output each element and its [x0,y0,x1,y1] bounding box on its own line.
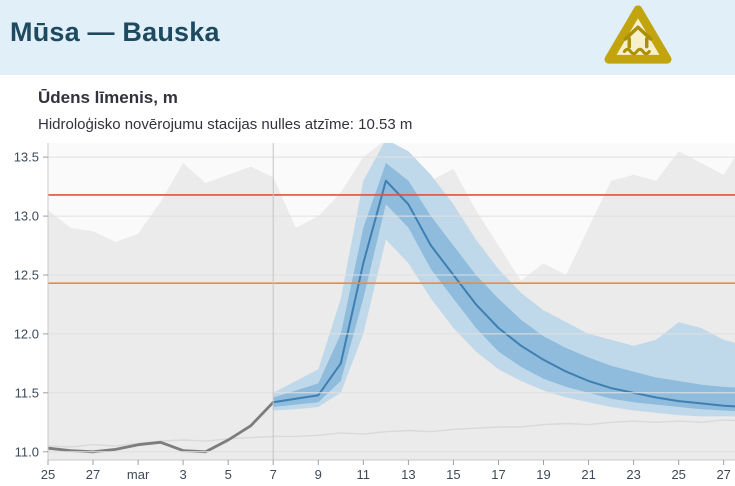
chart-subtitle: Hidroloģisko novērojumu stacijas nulles … [38,116,413,133]
outer-uncertainty-band [273,143,735,417]
warning-triangle-svg [604,5,672,64]
x-tick-label: 3 [179,467,186,482]
forecast-median-line [273,179,735,408]
y-tick-label: 12.5 [14,268,39,283]
x-tick-label: 27 [86,467,100,482]
y-tick-label: 12.0 [14,326,39,341]
x-tick-label: 27 [716,467,730,482]
x-tick-label: 11 [357,467,371,482]
x-tick-label: 13 [401,467,415,482]
flooded-house-roof [623,25,653,41]
x-tick-label: 15 [446,467,460,482]
warning-triangle [604,5,672,64]
x-tick-label: 23 [626,467,640,482]
long-term-mean-line [48,419,735,448]
x-tick-label: mar [127,467,150,482]
header: Mūsa — Bauska [0,0,735,75]
x-tick-label: 7 [270,467,277,482]
chart-header: Ūdens līmenis, m Hidroloģisko novērojumu… [0,75,735,141]
flooded-house-walls [627,37,649,49]
chart-title: Ūdens līmenis, m [38,88,178,107]
x-tick-label: 9 [315,467,322,482]
y-tick-label: 11.0 [15,444,39,459]
inner-uncertainty-band [273,163,735,412]
x-tick-label: 17 [491,467,505,482]
page-title: Mūsa — Bauska [10,17,220,47]
y-tick-label: 13.5 [14,150,39,165]
flood-waves [622,47,651,56]
x-tick-label: 25 [41,467,55,482]
water-level-chart[interactable]: 25 27 mar 3 5 7 9 11 13 15 17 19 21 23 25 27 11.0 11.5 12.… [0,141,735,486]
y-tick-label: 11.5 [15,385,39,400]
x-tick-label: 21 [581,467,595,482]
y-tick-label: 13.0 [14,209,39,224]
x-tick-label: 25 [671,467,685,482]
x-tick-label: 19 [536,467,550,482]
flood-warning-icon[interactable] [601,3,675,69]
x-tick-label: 5 [225,467,232,482]
